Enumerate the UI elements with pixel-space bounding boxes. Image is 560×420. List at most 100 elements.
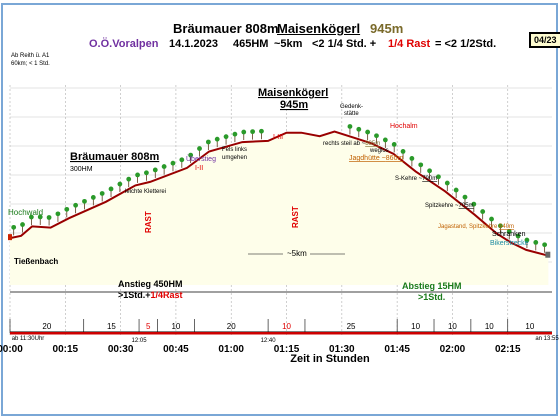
- x-tick-label: 02:15: [495, 344, 521, 355]
- tree-icon: [205, 139, 211, 145]
- title-peak2: Maisenkögerl: [277, 21, 361, 36]
- region-label: O.Ö.Voralpen: [89, 38, 159, 50]
- hunting-hut-altitude: 860m: [386, 155, 404, 162]
- hunting-stand-altitude: 640m: [499, 224, 514, 230]
- tree-icon: [223, 134, 229, 140]
- x-tick-label: 01:00: [218, 344, 244, 355]
- climbing-grade-label: I-III: [273, 134, 283, 141]
- tree-icon: [108, 186, 114, 192]
- s-bend-altitude: 790m: [422, 176, 437, 182]
- tree-icon: [418, 162, 424, 168]
- x-tick-label: 00:00: [0, 344, 23, 355]
- peak2-altitude: 945m: [280, 99, 308, 111]
- tree-icon: [170, 160, 176, 166]
- tree-icon: [37, 214, 43, 220]
- distance-label: ~5km: [274, 38, 303, 50]
- peak2-title: Maisenkögerl: [258, 87, 328, 99]
- start-marker: [8, 234, 12, 241]
- segment-minutes-label: 5: [146, 322, 151, 331]
- segment-minutes-label: 20: [42, 322, 51, 331]
- tree-icon: [409, 156, 415, 161]
- tree-icon: [542, 242, 548, 248]
- hunting-stand-label: Jagastand, Spitzkehre 640m: [438, 224, 514, 230]
- tree-icon: [126, 176, 132, 182]
- hochwald-label: Hochwald: [8, 208, 43, 217]
- distance-mid-label: ~5km: [287, 249, 307, 258]
- x-tick-label: 01:45: [384, 344, 410, 355]
- tree-icon: [28, 214, 34, 220]
- tree-icon: [400, 149, 406, 154]
- tree-icon: [471, 201, 477, 207]
- total-time-label: = <2 1/2Std.: [435, 38, 497, 50]
- staette-label: stätte: [344, 111, 359, 117]
- gedenk-label: Gedenk-: [340, 104, 363, 110]
- end-marker: [545, 251, 551, 258]
- tree-icon: [188, 152, 194, 158]
- barrier-label: Schranken: [492, 231, 526, 238]
- tree-icon: [489, 216, 494, 222]
- x-tick-label: 01:15: [274, 344, 300, 355]
- tree-icon: [214, 136, 220, 142]
- tree-icon: [161, 164, 167, 169]
- tree-icon: [533, 239, 539, 245]
- tree-icon: [82, 198, 87, 204]
- rest-label-2: RAST: [291, 206, 300, 228]
- tree-icon: [135, 172, 140, 178]
- tree-icon: [152, 167, 158, 173]
- chart-header: Bräumauer 808m Maisenkögerl 945m O.Ö.Vor…: [3, 5, 560, 75]
- ueberstieg-label: Überstieg: [186, 155, 216, 163]
- tree-icon: [179, 157, 185, 163]
- ascent-rest: 1/4Rast: [151, 290, 183, 300]
- hochalm-label: Hochalm: [390, 123, 418, 130]
- ascent-title: Anstieg 450HM: [118, 279, 183, 289]
- ueberstieg-grade: I-II: [195, 165, 203, 172]
- tree-icon: [382, 137, 388, 143]
- tree-icon: [515, 233, 521, 239]
- tree-icon: [506, 229, 512, 234]
- start-note-line2: 60km; < 1 Std.: [11, 61, 50, 67]
- tree-icon: [444, 180, 450, 186]
- segment-minutes-label: 20: [227, 322, 236, 331]
- x-tick-label: 00:45: [163, 344, 189, 355]
- tree-icon: [232, 131, 238, 137]
- steep-descent-altitude: 895m: [365, 141, 380, 147]
- tree-icon: [347, 124, 353, 129]
- start-note-line1: Ab Reith ü. A1: [11, 53, 50, 59]
- red-base-bar: [10, 332, 552, 335]
- umgehen-label: umgehen: [222, 155, 247, 161]
- tree-icon: [356, 126, 362, 132]
- bike-route-label: Bikerstrecke: [490, 240, 529, 247]
- segment-minutes-label: 15: [107, 322, 116, 331]
- tree-icon: [197, 146, 202, 151]
- tree-icon: [453, 187, 459, 193]
- hairpin-altitude: 705m: [459, 203, 474, 209]
- tree-icon: [73, 202, 79, 208]
- tree-icon: [497, 223, 503, 229]
- tree-icon: [99, 191, 105, 196]
- tree-icon: [427, 168, 432, 174]
- segment-minutes-label: 10: [171, 322, 180, 331]
- tree-icon: [46, 215, 52, 220]
- title-peak1: Bräumauer 808m: [173, 21, 279, 36]
- tree-icon: [391, 141, 397, 147]
- time-mark-label: 12:40: [261, 338, 277, 344]
- segment-minutes-label: 10: [485, 322, 494, 331]
- x-tick-label: 00:15: [53, 344, 79, 355]
- kletterei-label: leichte Kletterei: [125, 189, 166, 195]
- tree-icon: [365, 129, 371, 135]
- x-axis-title: Zeit in Stunden: [290, 353, 370, 365]
- tree-icon: [20, 222, 25, 227]
- x-tick-label: 02:00: [440, 344, 466, 355]
- tree-icon: [480, 209, 486, 214]
- tree-icon: [55, 211, 61, 217]
- x-tick-label: 00:30: [108, 344, 134, 355]
- time-mark-label: 12:05: [132, 338, 148, 344]
- rest-label-1: RAST: [144, 211, 153, 233]
- tree-icon: [524, 237, 530, 243]
- segment-minutes-label: 10: [525, 322, 534, 331]
- elevation-line: [9, 130, 549, 257]
- time-label: <2 1/4 Std. +: [312, 38, 377, 50]
- tree-icon: [259, 128, 264, 134]
- tree-icon: [241, 129, 247, 135]
